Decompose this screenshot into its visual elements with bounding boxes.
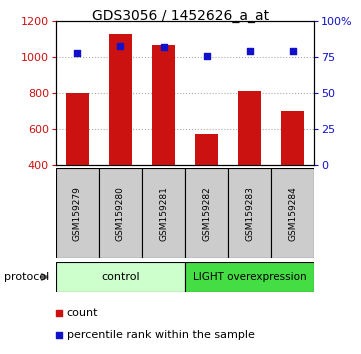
Bar	[281, 111, 304, 165]
Point	[247, 48, 252, 54]
Text: LIGHT overexpression: LIGHT overexpression	[193, 272, 306, 282]
Text: GSM159280: GSM159280	[116, 186, 125, 241]
Point	[56, 310, 62, 316]
Text: count: count	[67, 308, 98, 318]
Bar	[142, 168, 185, 258]
Point	[161, 44, 166, 50]
Bar	[66, 93, 89, 165]
Text: GSM159282: GSM159282	[202, 186, 211, 241]
Bar	[152, 45, 175, 165]
Text: GSM159284: GSM159284	[288, 186, 297, 241]
Bar	[56, 168, 99, 258]
Text: control: control	[101, 272, 140, 282]
Bar	[238, 91, 261, 165]
Bar	[271, 168, 314, 258]
Point	[56, 332, 62, 337]
Bar	[56, 262, 185, 292]
Bar	[185, 168, 228, 258]
Point	[290, 48, 295, 54]
Bar	[195, 134, 218, 165]
Text: GSM159283: GSM159283	[245, 186, 254, 241]
Text: GSM159281: GSM159281	[159, 186, 168, 241]
Text: percentile rank within the sample: percentile rank within the sample	[67, 330, 255, 339]
Bar	[99, 168, 142, 258]
Point	[75, 50, 81, 56]
Point	[118, 43, 123, 48]
Bar	[228, 168, 271, 258]
Text: protocol: protocol	[4, 272, 49, 282]
Bar	[109, 34, 132, 165]
Point	[204, 53, 209, 58]
Bar	[185, 262, 314, 292]
Text: GDS3056 / 1452626_a_at: GDS3056 / 1452626_a_at	[92, 9, 269, 23]
Text: GSM159279: GSM159279	[73, 186, 82, 241]
